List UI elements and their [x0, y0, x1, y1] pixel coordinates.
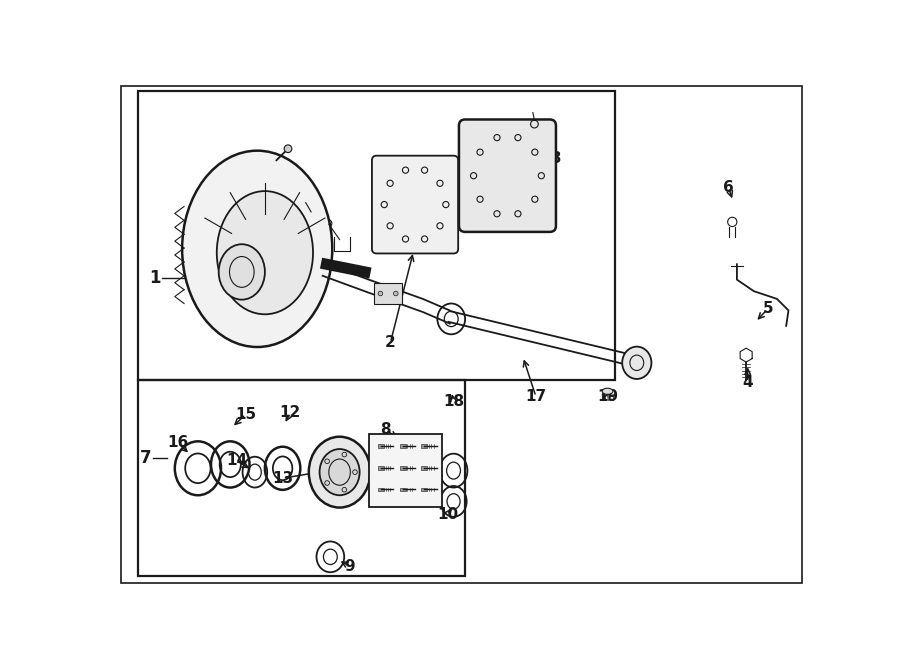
Text: 6: 6: [723, 180, 734, 195]
Text: 12: 12: [280, 405, 301, 420]
Text: 11: 11: [424, 465, 445, 480]
Text: 5: 5: [762, 301, 773, 316]
Ellipse shape: [217, 191, 313, 314]
Bar: [421, 444, 428, 448]
Text: 3: 3: [551, 151, 562, 166]
Bar: [369, 434, 442, 507]
Text: 10: 10: [436, 507, 458, 522]
Text: 19: 19: [597, 389, 618, 404]
Ellipse shape: [622, 347, 652, 379]
Text: 4: 4: [742, 375, 753, 389]
Text: 8: 8: [381, 422, 392, 438]
Text: 17: 17: [526, 389, 546, 404]
FancyBboxPatch shape: [372, 156, 458, 254]
Bar: [378, 487, 384, 491]
Bar: [421, 487, 428, 491]
Bar: [421, 466, 428, 470]
Bar: [400, 444, 406, 448]
Bar: [138, 380, 465, 576]
Bar: [400, 466, 406, 470]
Text: 18: 18: [443, 394, 464, 409]
Text: 16: 16: [167, 436, 188, 450]
FancyBboxPatch shape: [459, 119, 556, 232]
Bar: [378, 466, 384, 470]
Text: 14: 14: [226, 453, 247, 468]
Circle shape: [393, 291, 398, 296]
Text: 2: 2: [385, 335, 396, 350]
Circle shape: [378, 291, 382, 296]
Text: 9: 9: [345, 559, 355, 573]
Bar: [400, 487, 406, 491]
Bar: [138, 91, 616, 380]
Ellipse shape: [320, 449, 360, 495]
Text: 1: 1: [149, 269, 160, 287]
Text: 13: 13: [272, 471, 293, 486]
Circle shape: [284, 145, 292, 152]
Bar: [374, 283, 402, 305]
Bar: [378, 444, 384, 448]
Ellipse shape: [602, 388, 613, 395]
Ellipse shape: [182, 151, 332, 347]
Text: 7: 7: [140, 449, 151, 467]
Ellipse shape: [219, 244, 265, 300]
Ellipse shape: [309, 437, 371, 508]
Text: 15: 15: [235, 407, 256, 422]
